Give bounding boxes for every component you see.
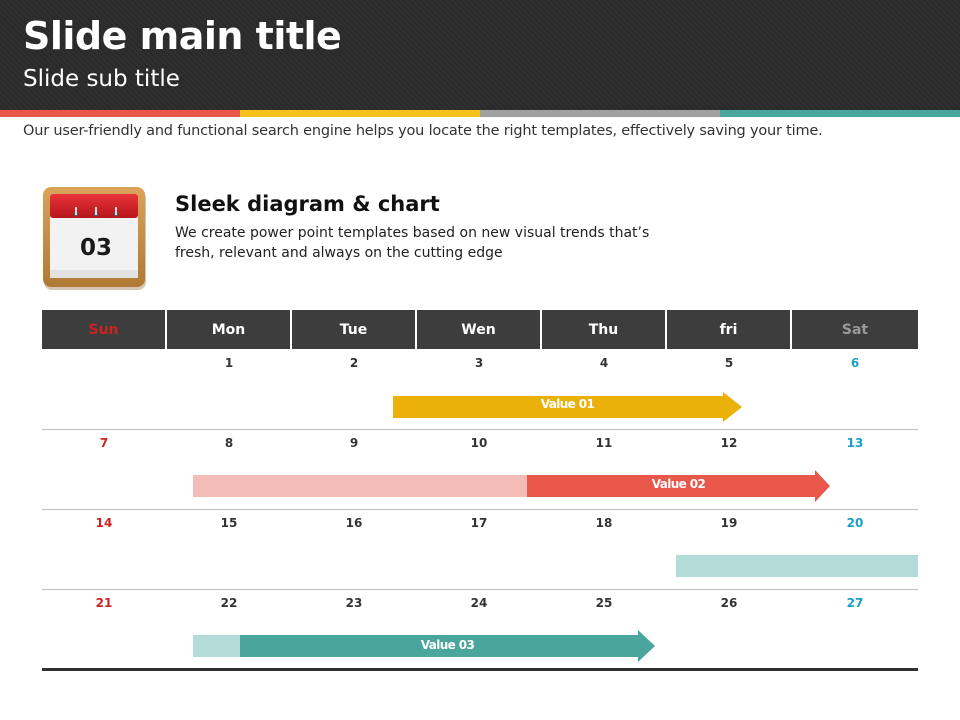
date-cell: 10 [470,436,488,450]
color-stripe-2 [240,110,480,117]
day-header-thu: Thu [542,310,665,349]
date-cell-sunday: 14 [95,516,113,530]
date-cell: 12 [720,436,738,450]
day-label-thu: Thu [588,321,619,338]
timeline-arrow-value-03 [240,630,655,662]
date-cell-sunday: 21 [95,596,113,610]
color-stripe-4 [720,110,960,117]
day-label-mon: Mon [211,321,246,338]
color-stripe-3 [480,110,720,117]
day-label-sat: Sat [841,321,869,338]
day-header-wen: Wen [417,310,540,349]
feature-title: Sleek diagram & chart [175,192,440,216]
date-cell-saturday: 6 [850,356,860,370]
date-cell: 4 [599,356,609,370]
feature-text: We create power point templates based on… [175,225,650,261]
arrow-label-value-02: Value 02 [651,477,706,491]
slide-title: Slide main title [23,14,342,58]
day-header-fri: fri [667,310,790,349]
timeline-arrow-value-01 [393,392,742,422]
timeline-arrow-value-02 [527,470,830,502]
arrow-label-value-03: Value 03 [420,638,475,652]
day-label-sun: Sun [88,321,119,338]
day-label-wen: Wen [461,321,496,338]
calendar-icon-number: 03 [80,235,112,261]
date-cell: 24 [470,596,488,610]
date-cell-sunday: 7 [99,436,109,450]
color-stripe-1 [0,110,240,117]
date-cell-saturday: 20 [846,516,864,530]
week-divider [42,589,918,590]
slide-description: Our user-friendly and functional search … [23,123,823,139]
day-header-mon: Mon [167,310,290,349]
day-label-tue: Tue [339,321,368,338]
date-cell: 5 [724,356,734,370]
date-cell-saturday: 13 [846,436,864,450]
day-header-sat: Sat [792,310,918,349]
day-label-fri: fri [719,321,738,338]
date-cell: 11 [595,436,613,450]
date-cell: 17 [470,516,488,530]
date-cell: 25 [595,596,613,610]
calendar-bottom-border [42,668,918,671]
date-cell: 9 [349,436,359,450]
date-cell: 1 [224,356,234,370]
timeline-bar-tail-value-02 [193,475,528,497]
slide-subtitle: Slide sub title [23,66,180,92]
date-cell: 15 [220,516,238,530]
week-divider [42,509,918,510]
date-cell: 26 [720,596,738,610]
date-cell-saturday: 27 [846,596,864,610]
calendar-icon: 03 [43,187,146,290]
date-cell: 18 [595,516,613,530]
day-header-tue: Tue [292,310,415,349]
date-cell: 19 [720,516,738,530]
week-divider [42,429,918,430]
timeline-bar-tail-value-03 [193,635,241,657]
date-cell: 8 [224,436,234,450]
date-cell: 2 [349,356,359,370]
timeline-bar-continuation [676,555,918,577]
date-cell: 16 [345,516,363,530]
arrow-label-value-01: Value 01 [540,397,595,411]
date-cell: 23 [345,596,363,610]
day-header-sun: Sun [42,310,165,349]
date-cell: 22 [220,596,238,610]
slide-header: Slide main title Slide sub title [0,0,960,110]
date-cell: 3 [474,356,484,370]
